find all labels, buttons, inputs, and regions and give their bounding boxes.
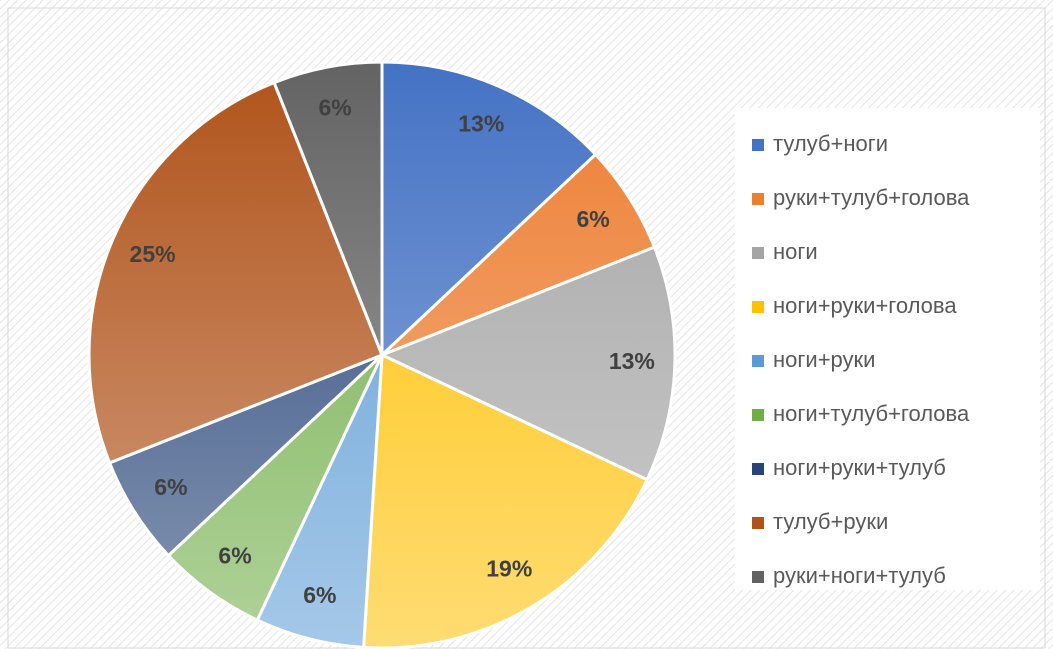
- data-label: 6%: [218, 542, 251, 568]
- legend-label: ноги: [773, 239, 818, 264]
- legend-label: руки+тулуб+голова: [773, 185, 970, 210]
- legend-label: ноги+тулуб+голова: [773, 401, 970, 426]
- legend-swatch: [752, 247, 764, 259]
- pie-slice: [87, 80, 384, 465]
- legend-swatch: [752, 409, 764, 421]
- legend-label: тулуб+руки: [773, 509, 888, 534]
- pie-slice: [362, 352, 650, 649]
- legend-label: тулуб+ноги: [773, 131, 888, 156]
- legend-label: руки+ноги+тулуб: [773, 563, 946, 588]
- legend-box: [735, 108, 1040, 590]
- legend-swatch: [752, 193, 764, 205]
- data-label: 13%: [458, 111, 504, 137]
- legend-label: ноги+руки+тулуб: [773, 455, 946, 480]
- legend-swatch: [752, 139, 764, 151]
- legend-swatch: [752, 301, 764, 313]
- legend-label: ноги+руки: [773, 347, 875, 372]
- data-label: 6%: [154, 474, 187, 500]
- legend-swatch: [752, 355, 764, 367]
- pie-slice: [272, 60, 384, 356]
- chart-border: [7, 7, 1046, 649]
- data-label: 6%: [319, 95, 352, 121]
- data-label: 25%: [130, 241, 176, 267]
- data-label: 13%: [609, 348, 655, 374]
- data-label: 6%: [303, 582, 336, 608]
- pie-slice: [380, 60, 598, 359]
- legend-swatch: [752, 463, 764, 475]
- legend-swatch: [752, 517, 764, 529]
- legend-swatch: [752, 571, 764, 583]
- data-label: 19%: [486, 555, 532, 581]
- legend-label: ноги+руки+голова: [773, 293, 957, 318]
- data-label: 6%: [576, 206, 609, 232]
- pie-slice: [378, 245, 677, 482]
